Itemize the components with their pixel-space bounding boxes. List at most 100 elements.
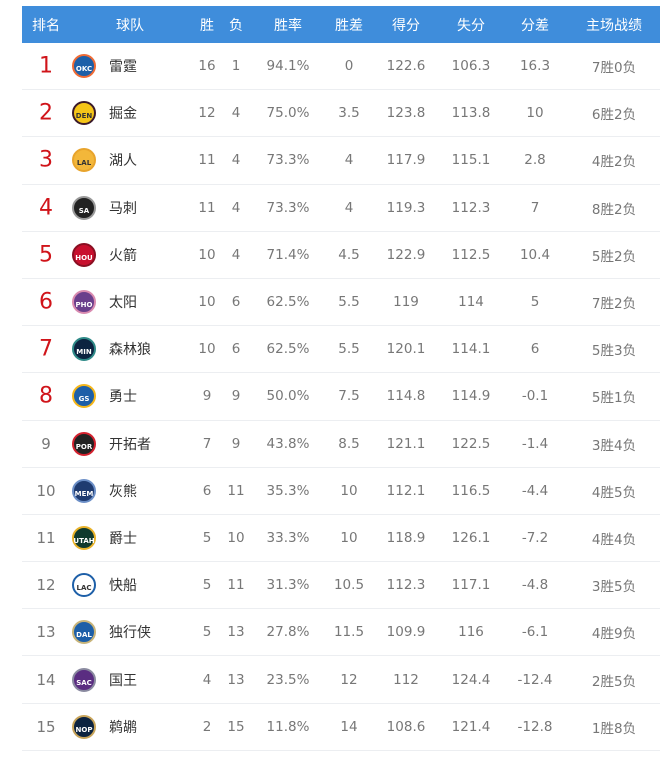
team-name[interactable]: 独行侠 xyxy=(109,625,151,642)
win-pct: 94.1% xyxy=(266,58,310,75)
points-for: 121.1 xyxy=(386,435,426,452)
team-abbr: DAL xyxy=(76,631,92,640)
table-row[interactable]: 10 MEM 灰熊 6 11 35.3% 10 112.1 116.5 -4.4 4胜5负 xyxy=(22,468,660,515)
team-logo-icon: HOU xyxy=(72,242,96,267)
team-name[interactable]: 鹈鹕 xyxy=(109,719,137,736)
team-name[interactable]: 湖人 xyxy=(109,153,137,170)
point-diff: 5 xyxy=(530,294,540,311)
team-name[interactable]: 勇士 xyxy=(109,389,137,406)
losses: 1 xyxy=(231,58,241,75)
games-behind: 5.5 xyxy=(338,294,360,311)
header-home-record[interactable]: 主场战绩 xyxy=(586,17,642,34)
team-abbr: MIN xyxy=(76,348,92,357)
points-for: 112 xyxy=(393,671,419,688)
points-against: 116 xyxy=(458,624,484,641)
games-behind: 0 xyxy=(344,58,354,75)
team-abbr: LAL xyxy=(76,159,92,168)
points-for: 118.9 xyxy=(386,529,426,546)
header-losses[interactable]: 负 xyxy=(229,17,243,34)
table-row[interactable]: 15 NOP 鹈鹕 2 15 11.8% 14 108.6 121.4 -12.8 1胜8负 xyxy=(22,704,660,751)
team-logo-icon: PHO xyxy=(72,290,96,315)
team-logo-icon: GS xyxy=(72,384,96,409)
team-name[interactable]: 马刺 xyxy=(109,200,137,217)
team-name[interactable]: 灰熊 xyxy=(109,483,137,500)
team-abbr: PHO xyxy=(75,301,93,310)
header-points-against[interactable]: 失分 xyxy=(457,17,485,34)
team-name[interactable]: 国王 xyxy=(109,672,137,689)
table-row[interactable]: 9 POR 开拓者 7 9 43.8% 8.5 121.1 122.5 -1.4 3胜4负 xyxy=(22,421,660,468)
header-wins[interactable]: 胜 xyxy=(200,17,214,34)
table-row[interactable]: 4 SA 马刺 11 4 73.3% 4 119.3 112.3 7 8胜2负 xyxy=(22,185,660,232)
rank: 7 xyxy=(39,336,53,362)
points-against: 115.1 xyxy=(451,152,491,169)
games-behind: 8.5 xyxy=(338,435,360,452)
points-against: 114 xyxy=(458,294,484,311)
home-record: 1胜8负 xyxy=(591,720,637,737)
win-pct: 62.5% xyxy=(266,341,310,358)
rank: 12 xyxy=(36,576,56,595)
points-for: 123.8 xyxy=(386,105,426,122)
table-row[interactable]: 6 PHO 太阳 10 6 62.5% 5.5 119 114 5 7胜2负 xyxy=(22,279,660,327)
points-against: 122.5 xyxy=(451,435,491,452)
team-name[interactable]: 森林狼 xyxy=(109,342,151,359)
header-team[interactable]: 球队 xyxy=(116,17,144,34)
wins: 2 xyxy=(202,718,212,735)
table-row[interactable]: 8 GS 勇士 9 9 50.0% 7.5 114.8 114.9 -0.1 5胜1负 xyxy=(22,373,660,421)
table-row[interactable]: 1 OKC 雷霆 16 1 94.1% 0 122.6 106.3 16.3 7胜0负 xyxy=(22,43,660,91)
team-abbr: OKC xyxy=(75,65,93,74)
rank: 9 xyxy=(41,434,51,453)
win-pct: 35.3% xyxy=(266,482,310,499)
losses: 9 xyxy=(231,388,241,405)
wins: 11 xyxy=(198,199,216,216)
point-diff: -1.4 xyxy=(521,435,549,452)
team-name[interactable]: 快船 xyxy=(109,578,137,595)
point-diff: -7.2 xyxy=(521,529,549,546)
team-logo-icon: DEN xyxy=(72,101,96,126)
header-games-behind[interactable]: 胜差 xyxy=(335,17,363,34)
table-row[interactable]: 3 LAL 湖人 11 4 73.3% 4 117.9 115.1 2.8 4胜2负 xyxy=(22,137,660,185)
home-record: 3胜5负 xyxy=(591,579,637,596)
team-name[interactable]: 火箭 xyxy=(109,247,137,264)
table-row[interactable]: 12 LAC 快船 5 11 31.3% 10.5 112.3 117.1 -4.8 3胜5负 xyxy=(22,562,660,610)
team-abbr: NOP xyxy=(75,725,93,734)
header-win-pct[interactable]: 胜率 xyxy=(274,17,302,34)
points-against: 126.1 xyxy=(451,529,491,546)
table-row[interactable]: 14 SAC 国王 4 13 23.5% 12 112 124.4 -12.4 2胜5负 xyxy=(22,656,660,704)
team-name[interactable]: 开拓者 xyxy=(109,436,151,453)
rank: 11 xyxy=(36,528,56,547)
win-pct: 73.3% xyxy=(266,152,310,169)
team-name[interactable]: 掘金 xyxy=(109,106,137,123)
table-row[interactable]: 7 MIN 森林狼 10 6 62.5% 5.5 120.1 114.1 6 5胜3负 xyxy=(22,326,660,374)
home-record: 5胜2负 xyxy=(591,248,637,265)
points-against: 112.3 xyxy=(451,199,491,216)
points-against: 112.5 xyxy=(451,246,491,263)
wins: 12 xyxy=(198,105,216,122)
table-row[interactable]: 5 HOU 火箭 10 4 71.4% 4.5 122.9 112.5 10.4 5胜2负 xyxy=(22,232,660,279)
team-logo-icon: SAC xyxy=(72,667,96,692)
rank: 6 xyxy=(39,289,53,315)
points-for: 112.3 xyxy=(386,577,426,594)
losses: 10 xyxy=(227,529,245,546)
point-diff: -12.8 xyxy=(517,718,553,735)
rank: 13 xyxy=(36,623,56,642)
team-name[interactable]: 爵士 xyxy=(109,530,137,547)
table-row[interactable]: 13 DAL 独行侠 5 13 27.8% 11.5 109.9 116 -6.1 4胜9负 xyxy=(22,609,660,657)
header-points-for[interactable]: 得分 xyxy=(392,17,420,34)
table-row[interactable]: 2 DEN 掘金 12 4 75.0% 3.5 123.8 113.8 10 6胜2负 xyxy=(22,90,660,138)
team-logo-icon: DAL xyxy=(72,620,96,645)
header-point-diff[interactable]: 分差 xyxy=(521,17,549,34)
wins: 9 xyxy=(202,388,212,405)
rank: 8 xyxy=(39,383,53,409)
losses: 6 xyxy=(231,341,241,358)
points-for: 119 xyxy=(393,294,419,311)
games-behind: 4 xyxy=(344,152,354,169)
header-rank[interactable]: 排名 xyxy=(32,17,60,34)
home-record: 4胜4负 xyxy=(591,531,637,548)
losses: 11 xyxy=(227,482,245,499)
points-for: 119.3 xyxy=(386,199,426,216)
table-row[interactable]: 11 UTAH 爵士 5 10 33.3% 10 118.9 126.1 -7.2 4胜4负 xyxy=(22,515,660,563)
wins: 5 xyxy=(202,577,212,594)
team-name[interactable]: 雷霆 xyxy=(109,59,137,76)
team-name[interactable]: 太阳 xyxy=(109,295,137,312)
team-abbr: SA xyxy=(78,206,90,215)
